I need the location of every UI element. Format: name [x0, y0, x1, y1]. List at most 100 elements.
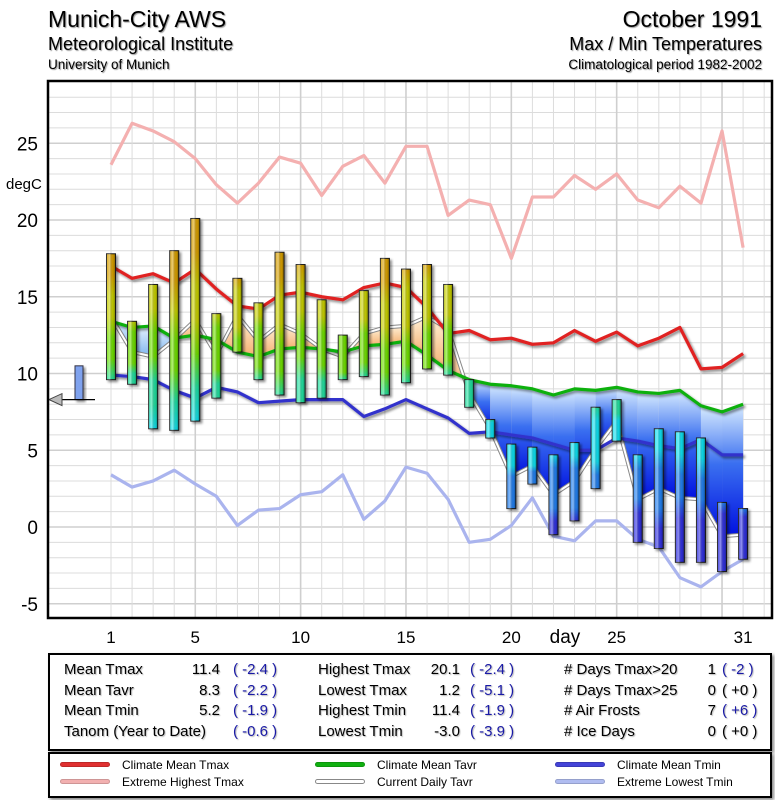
anomaly-fill-segment	[511, 385, 533, 477]
stat-value: 11.4	[431, 702, 460, 719]
statistics-panel: Mean Tmax 11.4 ( -2.4 ) Mean Tavr 8.3 ( -2.2 …	[48, 653, 772, 751]
climatological-period: Climatological period 1982-2002	[568, 57, 762, 72]
x-tick-label: 1	[106, 628, 115, 647]
daily-bar-highlight	[443, 284, 453, 376]
stat-value: 8.3	[199, 681, 220, 699]
stat-value: 7	[707, 702, 716, 719]
stat-label: # Air Frosts	[564, 702, 640, 719]
anomaly-fill-segment	[637, 391, 659, 500]
daily-bar-highlight	[401, 269, 411, 383]
daily-bar-highlight	[211, 313, 221, 399]
daily-bar-highlight	[464, 379, 474, 408]
y-tick-label: 20	[17, 211, 38, 232]
stat-value: 20.1	[430, 661, 460, 678]
daily-bar-highlight	[232, 278, 242, 353]
daily-bar-highlight	[422, 264, 432, 369]
daily-bar-highlight	[127, 321, 137, 385]
stat-label: Mean Tmin	[64, 702, 139, 719]
year-to-date-marker	[47, 365, 95, 407]
legend-label: Climate Mean Tmin	[617, 758, 721, 772]
stat-value: 5.2	[199, 702, 220, 719]
anomaly-fill-segment	[132, 325, 154, 357]
stat-label: Lowest Tmin	[318, 722, 403, 740]
anomaly-fill-segment	[237, 315, 259, 357]
stat-label: Mean Tavr	[64, 681, 134, 699]
stat-label: Highest Tmin	[318, 702, 407, 719]
daily-bar-highlight	[148, 284, 158, 429]
stat-anomaly: ( +6 )	[722, 702, 758, 719]
stat-label: # Days Tmax>20	[564, 661, 678, 678]
stat-anomaly: ( -2.4 )	[470, 661, 515, 678]
y-tick-label: 0	[27, 518, 38, 539]
anomaly-fill-segment	[363, 327, 385, 346]
stat-anomaly: ( -5.1 )	[470, 681, 515, 699]
legend-swatch-icon	[315, 779, 365, 784]
anomaly-fill-segment	[722, 404, 744, 537]
daily-bar-highlight	[654, 428, 664, 549]
y-tick-label: 10	[17, 365, 38, 386]
anomaly-fill-segment	[595, 387, 617, 449]
stat-value: 11.4	[191, 661, 220, 678]
x-axis-label: day	[550, 627, 581, 648]
stat-value: 0	[707, 722, 716, 740]
daily-bar-highlight	[169, 250, 179, 431]
daily-bars	[106, 217, 749, 573]
daily-bar-highlight	[253, 302, 263, 380]
anomaly-fill-segment	[384, 325, 406, 345]
institute-name: Meteorological Institute	[48, 34, 234, 54]
anomaly-marker-bar	[74, 365, 84, 401]
plot-frame	[46, 79, 774, 620]
stat-label: Mean Tmax	[64, 661, 143, 678]
legend-swatch-icon	[555, 779, 605, 784]
daily-bar-highlight	[317, 299, 327, 399]
y-tick-label: -5	[21, 595, 38, 616]
daily-bar-highlight	[717, 502, 727, 572]
legend-swatch-icon	[315, 762, 365, 767]
anomaly-fill-segment	[616, 387, 638, 500]
daily-bar-highlight	[633, 454, 643, 543]
stat-anomaly: ( -3.9 )	[470, 722, 515, 740]
daily-bar-highlight	[338, 335, 348, 380]
x-tick-label: 20	[502, 628, 521, 647]
daily-bar-highlight	[380, 258, 390, 395]
daily-bar-highlight	[506, 444, 516, 509]
daily-bar-highlight	[296, 264, 306, 403]
legend: Climate Mean Tmax Extreme Highest Tmax Cli…	[48, 752, 772, 798]
stat-label: Lowest Tmax	[318, 681, 407, 699]
legend-label: Climate Mean Tavr	[377, 758, 477, 772]
stat-anomaly: ( -1.9 )	[233, 702, 278, 719]
x-tick-label: 15	[397, 628, 416, 647]
anomaly-fill-segment	[553, 388, 575, 495]
y-axis-ticks: -5 0 5 10 15 20 25	[17, 134, 38, 616]
y-tick-label: 15	[17, 288, 38, 309]
anomaly-fill-segment	[700, 405, 723, 537]
daily-bar-highlight	[359, 290, 369, 377]
stat-anomaly: ( -2.2 )	[233, 681, 278, 699]
legend-swatch-icon	[60, 762, 110, 767]
legend-swatch-icon	[555, 762, 605, 767]
x-tick-label: 5	[191, 628, 200, 647]
daily-bar-highlight	[485, 419, 495, 438]
daily-bar-highlight	[738, 508, 748, 560]
stat-label: Highest Tmax	[318, 661, 411, 678]
university-name: University of Munich	[48, 57, 170, 72]
daily-bar-highlight	[190, 218, 200, 422]
stat-anomaly: ( -1.9 )	[470, 702, 515, 719]
daily-bar-highlight	[527, 447, 537, 485]
daily-bar-highlight	[591, 407, 601, 489]
chart-subtitle: Max / Min Temperatures	[569, 34, 762, 54]
anomaly-fill-segment	[574, 388, 596, 481]
stat-anomaly: ( -2 )	[722, 661, 754, 678]
daily-bar-highlight	[570, 442, 580, 521]
legend-label: Current Daily Tavr	[377, 775, 473, 789]
anomaly-fill-segment	[490, 384, 512, 477]
daily-bar-highlight	[548, 454, 558, 535]
month-title: October 1991	[622, 6, 762, 32]
daily-bar-highlight	[612, 399, 622, 442]
y-axis-label: degC	[6, 176, 42, 193]
legend-label: Extreme Highest Tmax	[122, 775, 244, 789]
stat-anomaly: ( -0.6 )	[233, 722, 278, 740]
stat-value: -3.0	[434, 722, 460, 740]
daily-bar-highlight	[675, 431, 685, 563]
stat-anomaly: ( -2.4 )	[233, 661, 278, 678]
